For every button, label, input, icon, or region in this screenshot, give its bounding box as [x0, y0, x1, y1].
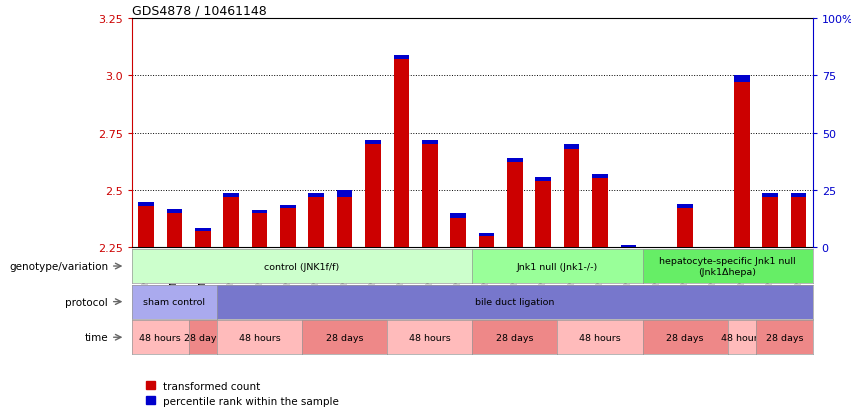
Text: time: time: [84, 332, 108, 342]
Bar: [365, 140, 380, 145]
Bar: [280, 209, 296, 248]
Bar: [252, 210, 267, 214]
Bar: [734, 76, 750, 83]
Bar: [337, 197, 352, 248]
Legend: transformed count, percentile rank within the sample: transformed count, percentile rank withi…: [146, 381, 340, 406]
Text: 28 days: 28 days: [766, 333, 803, 342]
Text: 48 hours: 48 hours: [579, 333, 621, 342]
Bar: [677, 205, 693, 209]
Text: GDS4878 / 10461148: GDS4878 / 10461148: [132, 5, 266, 17]
Bar: [705, 248, 722, 255]
Text: 28 days: 28 days: [496, 333, 534, 342]
Bar: [138, 206, 154, 248]
Bar: [791, 193, 807, 197]
Bar: [478, 233, 494, 236]
Text: 48 hours: 48 hours: [140, 333, 181, 342]
Text: control (JNK1f/f): control (JNK1f/f): [265, 262, 340, 271]
Bar: [649, 261, 665, 264]
Bar: [167, 209, 182, 214]
Text: protocol: protocol: [66, 297, 108, 307]
Text: 48 hours: 48 hours: [238, 333, 281, 342]
Text: 28 days: 28 days: [184, 333, 221, 342]
Text: 28 days: 28 days: [326, 333, 363, 342]
Bar: [649, 248, 665, 264]
Bar: [252, 214, 267, 248]
Bar: [592, 179, 608, 248]
Bar: [195, 232, 211, 248]
Bar: [705, 248, 722, 255]
Bar: [450, 218, 466, 248]
Bar: [223, 197, 239, 248]
Bar: [195, 228, 211, 232]
Bar: [535, 181, 551, 248]
Text: sham control: sham control: [144, 297, 205, 306]
Bar: [365, 145, 380, 248]
Bar: [308, 193, 324, 197]
Bar: [422, 140, 437, 145]
Bar: [620, 245, 637, 248]
Bar: [734, 83, 750, 248]
Text: 48 hours: 48 hours: [408, 333, 451, 342]
Bar: [762, 193, 778, 197]
Bar: [337, 190, 352, 197]
Bar: [308, 197, 324, 248]
Bar: [507, 163, 523, 248]
Bar: [762, 197, 778, 248]
Bar: [507, 159, 523, 163]
Bar: [393, 56, 409, 60]
Bar: [791, 197, 807, 248]
Bar: [535, 177, 551, 181]
Bar: [167, 214, 182, 248]
Bar: [563, 145, 580, 149]
Bar: [677, 209, 693, 248]
Text: Jnk1 null (Jnk1-/-): Jnk1 null (Jnk1-/-): [517, 262, 598, 271]
Bar: [563, 149, 580, 248]
Bar: [478, 236, 494, 248]
Text: 28 days: 28 days: [666, 333, 704, 342]
Bar: [422, 145, 437, 248]
Bar: [138, 202, 154, 206]
Bar: [280, 206, 296, 209]
Bar: [592, 175, 608, 179]
Text: bile duct ligation: bile duct ligation: [475, 297, 555, 306]
Bar: [393, 60, 409, 248]
Text: 48 hours: 48 hours: [721, 333, 762, 342]
Text: genotype/variation: genotype/variation: [9, 261, 108, 271]
Text: hepatocyte-specific Jnk1 null
(Jnk1Δhepa): hepatocyte-specific Jnk1 null (Jnk1Δhepa…: [660, 257, 796, 276]
Bar: [450, 214, 466, 218]
Bar: [223, 193, 239, 197]
